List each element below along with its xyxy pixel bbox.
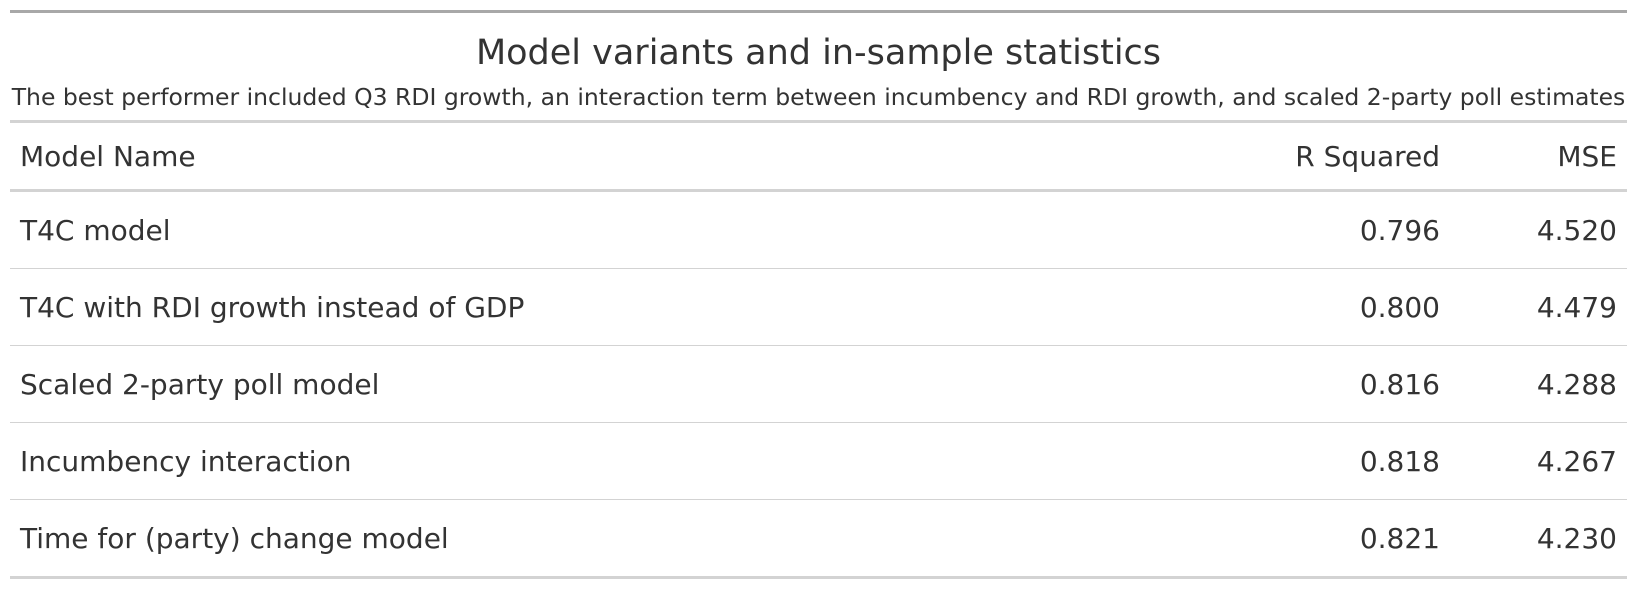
cell-mse: 4.520 [1536, 213, 1617, 247]
cell-r-squared: 0.818 [1359, 444, 1440, 478]
table-row: Scaled 2-party poll model 0.816 4.288 [10, 346, 1627, 423]
cell-model-name: T4C model [20, 213, 171, 247]
cell-mse: 4.288 [1536, 367, 1617, 401]
cell-r-squared: 0.800 [1359, 290, 1440, 324]
column-header-mse: MSE [1557, 139, 1617, 173]
cell-r-squared: 0.821 [1359, 521, 1440, 555]
cell-mse: 4.479 [1536, 290, 1617, 324]
table-subtitle: The best performer included Q3 RDI growt… [11, 83, 1626, 111]
cell-model-name: Time for (party) change model [20, 521, 449, 555]
cell-r-squared: 0.796 [1359, 213, 1440, 247]
column-header-r-squared: R Squared [1295, 139, 1440, 173]
cell-r-squared: 0.816 [1359, 367, 1440, 401]
cell-mse: 4.230 [1536, 521, 1617, 555]
table-row: T4C model 0.796 4.520 [10, 192, 1627, 269]
table-top-rule [10, 10, 1627, 13]
cell-model-name: T4C with RDI growth instead of GDP [20, 290, 525, 324]
table-title: Model variants and in-sample statistics [475, 33, 1162, 73]
table-row: T4C with RDI growth instead of GDP 0.800… [10, 269, 1627, 346]
table-row: Incumbency interaction 0.818 4.267 [10, 423, 1627, 500]
stats-table: Model variants and in-sample statistics … [10, 10, 1627, 579]
heading-rule [10, 120, 1627, 123]
table-row: Time for (party) change model 0.821 4.23… [10, 500, 1627, 579]
cell-model-name: Scaled 2-party poll model [20, 367, 380, 401]
cell-mse: 4.267 [1536, 444, 1617, 478]
column-header-row: Model Name R Squared MSE [10, 123, 1627, 192]
cell-model-name: Incumbency interaction [20, 444, 352, 478]
column-header-model-name: Model Name [20, 139, 196, 173]
